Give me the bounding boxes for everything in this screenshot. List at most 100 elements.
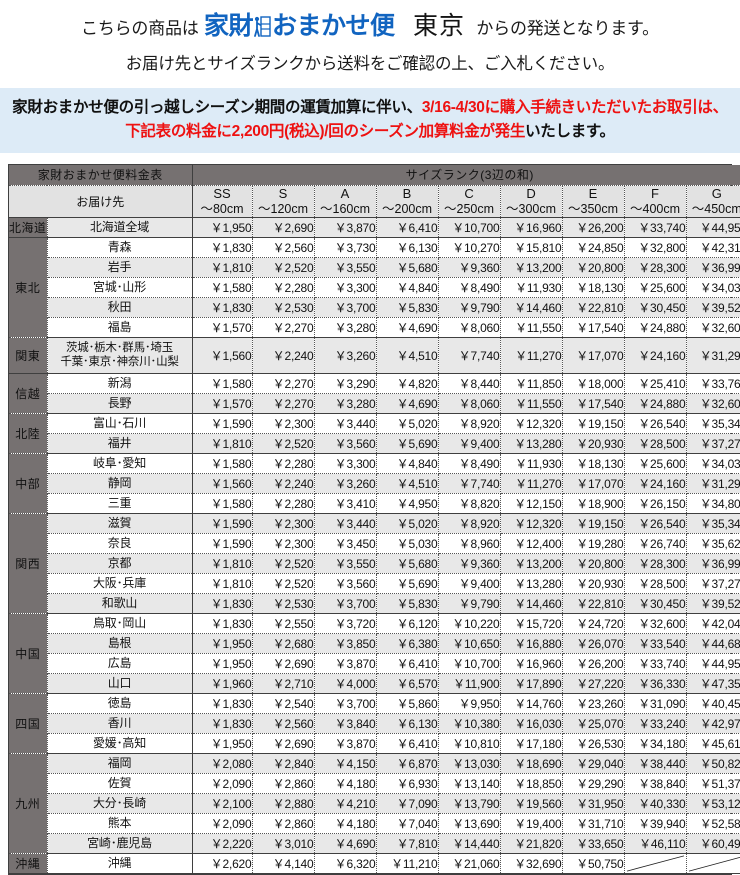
notice-line-2-black: いたします。 — [525, 123, 615, 140]
price-cell: ￥25,600 — [624, 453, 687, 474]
region-cell-関西: 関西 — [9, 513, 48, 614]
price-cell: ￥22,810 — [562, 593, 625, 614]
rank-label: F — [651, 185, 659, 201]
destination-cell: 滋賀 — [47, 513, 193, 534]
rank-size: ～200cm — [382, 201, 433, 216]
price-cell: ￥34,800 — [686, 493, 740, 514]
destination-cell: 島根 — [47, 633, 193, 654]
price-cell: ￥4,180 — [314, 813, 377, 834]
price-cell: ￥40,450 — [686, 693, 740, 714]
price-cell: ￥8,490 — [438, 453, 501, 474]
price-cell: ￥26,540 — [624, 413, 687, 434]
rank-size: ～400cm — [630, 201, 681, 216]
price-cell: ￥29,290 — [562, 773, 625, 794]
price-cell: ￥32,600 — [686, 393, 740, 414]
price-cell: ￥3,450 — [314, 533, 377, 554]
price-cell: ￥34,030 — [686, 453, 740, 474]
price-cell: ￥2,860 — [252, 813, 315, 834]
price-cell: ￥34,030 — [686, 277, 740, 298]
rank-size: ～450cm — [691, 201, 740, 216]
table-row: 宮城･山形 ￥1,580 ￥2,280 ￥3,300 ￥4,840 ￥8,490 ￥11,9… — [9, 277, 740, 298]
shipping-rate-table: 家財おまかせ便料金表 サイズランク(3辺の和) お届け先 SS ～80cm S … — [9, 165, 740, 874]
price-cell: ￥3,560 — [314, 433, 377, 454]
rank-header-g: G ～450cm — [686, 185, 740, 218]
rank-size: ～160cm — [320, 201, 371, 216]
table-row: 三重 ￥1,580 ￥2,280 ￥3,410 ￥4,950 ￥8,820 ￥12,150 ￥… — [9, 493, 740, 514]
price-cell: ￥6,120 — [376, 613, 439, 634]
price-cell: ￥2,530 — [252, 297, 315, 318]
price-cell: ￥19,280 — [562, 533, 625, 554]
price-cell: ￥11,900 — [438, 673, 501, 694]
price-cell: ￥37,270 — [686, 573, 740, 594]
price-cell: ￥2,270 — [252, 373, 315, 394]
price-cell: ￥38,840 — [624, 773, 687, 794]
price-cell: ￥14,760 — [500, 693, 563, 714]
price-cell: ￥5,020 — [376, 513, 439, 534]
destination-cell: 茨城･栃木･群馬･埼玉 千葉･東京･神奈川･山梨 — [47, 337, 193, 374]
destination-cell: 長野 — [47, 393, 193, 414]
price-cell: ￥39,520 — [686, 297, 740, 318]
price-cell: ￥6,410 — [376, 217, 439, 238]
price-cell: ￥13,790 — [438, 793, 501, 814]
intro-line-2: お届け先とサイズランクから送料をご確認の上、ご入札ください。 — [125, 55, 615, 73]
region-cell-九州: 九州 — [9, 753, 48, 854]
brand-name: 家財 おまかせ便 — [204, 12, 401, 40]
price-cell: ￥11,210 — [376, 853, 439, 874]
region-cell-中国: 中国 — [9, 613, 48, 694]
region-cell-関東: 関東 — [9, 337, 48, 374]
price-cell: ￥2,300 — [252, 513, 315, 534]
price-cell: ￥2,860 — [252, 773, 315, 794]
season-surcharge-notice: 家財おまかせ便の引っ越しシーズン期間の運賃加算に伴い、3/16-4/30に購入手… — [0, 88, 740, 153]
price-cell: ￥19,150 — [562, 413, 625, 434]
rank-header-a: A ～160cm — [314, 185, 377, 218]
price-cell: ￥20,930 — [562, 433, 625, 454]
price-cell: ￥2,550 — [252, 613, 315, 634]
price-cell: ￥9,360 — [438, 553, 501, 574]
destination-cell: 岩手 — [47, 257, 193, 278]
origin-city: 東京 — [412, 12, 465, 40]
price-cell: ￥35,620 — [686, 533, 740, 554]
price-cell: ￥51,370 — [686, 773, 740, 794]
rank-label: S — [278, 185, 288, 201]
price-cell: ￥10,220 — [438, 613, 501, 634]
price-cell: ￥38,440 — [624, 753, 687, 774]
rank-label: SS — [213, 185, 231, 201]
price-cell: ￥23,260 — [562, 693, 625, 714]
price-cell: ￥33,740 — [624, 217, 687, 238]
price-cell: ￥17,070 — [562, 337, 625, 374]
table-row: 北海道 北海道全域 ￥1,950 ￥2,690 ￥3,870 ￥6,410 ￥10,700 ￥… — [9, 217, 740, 238]
price-cell: ￥1,950 — [191, 733, 253, 754]
rank-header-ss: SS ～80cm — [191, 185, 253, 218]
price-cell: ￥13,280 — [500, 433, 563, 454]
price-cell: ￥6,570 — [376, 673, 439, 694]
price-cell: ￥18,850 — [500, 773, 563, 794]
price-cell: ￥18,000 — [562, 373, 625, 394]
price-cell: ￥26,070 — [562, 633, 625, 654]
price-cell: ￥6,930 — [376, 773, 439, 794]
intro-prefix: こちらの商品は — [81, 19, 199, 38]
rank-size: ～300cm — [506, 201, 557, 216]
price-cell: ￥44,680 — [686, 633, 740, 654]
price-cell: ￥5,690 — [376, 573, 439, 594]
price-cell: ￥1,580 — [191, 277, 253, 298]
rank-size: ～350cm — [568, 201, 619, 216]
price-cell: ￥1,580 — [191, 373, 253, 394]
brand-name-post: おまかせ便 — [272, 12, 395, 40]
price-cell: ￥36,330 — [624, 673, 687, 694]
price-cell: ￥4,840 — [376, 277, 439, 298]
rank-header-f: F ～400cm — [624, 185, 687, 218]
price-cell: ￥10,810 — [438, 733, 501, 754]
intro-block: こちらの商品は 家財 おまかせ便 東京 からの発送となります。 お届け先とサイズラ… — [0, 0, 740, 79]
price-cell: ￥2,690 — [252, 217, 315, 238]
price-cell: ￥16,030 — [500, 713, 563, 734]
destination-cell: 鳥取･岡山 — [47, 613, 193, 634]
price-cell: ￥12,400 — [500, 533, 563, 554]
price-cell: ￥50,750 — [562, 853, 625, 874]
price-cell: ￥3,870 — [314, 653, 377, 674]
region-cell-四国: 四国 — [9, 693, 48, 754]
price-cell: ￥32,800 — [624, 237, 687, 258]
price-cell: ￥32,690 — [500, 853, 563, 874]
price-cell: ￥3,720 — [314, 613, 377, 634]
price-cell: ￥9,400 — [438, 573, 501, 594]
price-cell: ￥4,210 — [314, 793, 377, 814]
